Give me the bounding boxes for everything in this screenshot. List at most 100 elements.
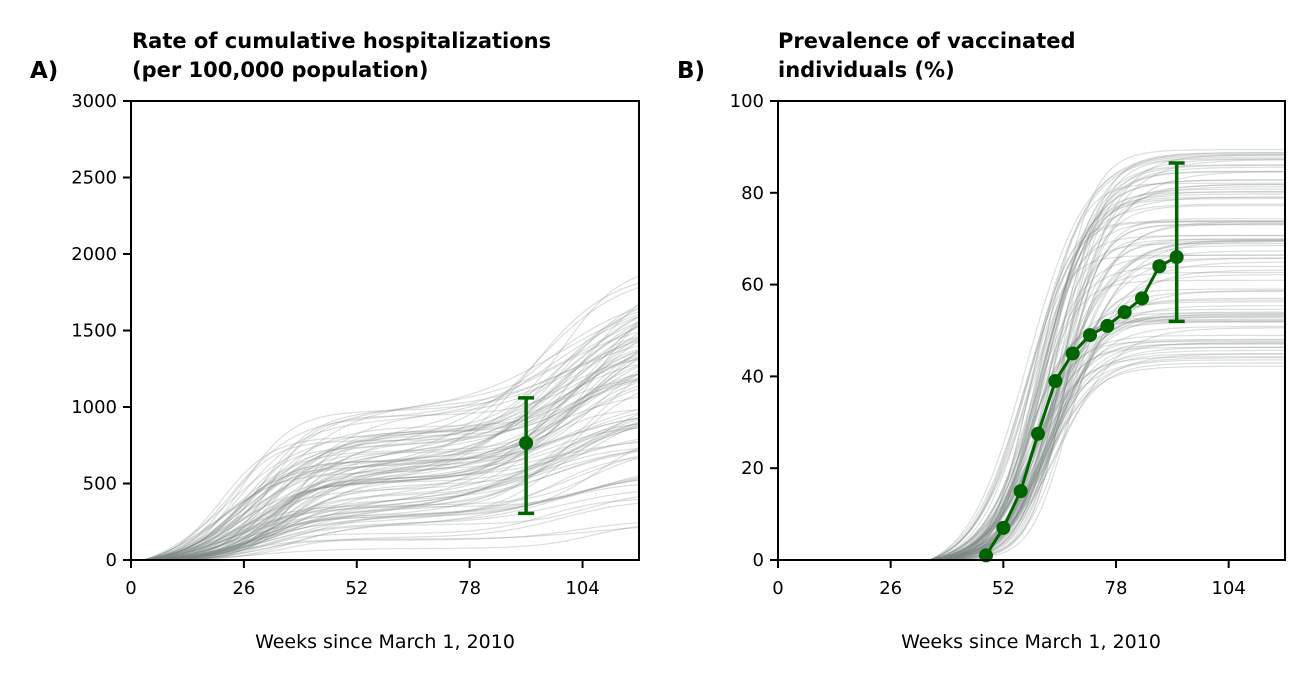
panel-a-title-line-2: (per 100,000 population) bbox=[132, 58, 429, 82]
simulated-trajectory bbox=[143, 412, 640, 561]
simulated-trajectory bbox=[929, 166, 1285, 561]
simulated-trajectory bbox=[929, 245, 1285, 561]
simulated-trajectory bbox=[929, 321, 1285, 561]
simulated-trajectory bbox=[143, 423, 640, 561]
simulated-trajectory bbox=[143, 446, 640, 561]
simulated-trajectory bbox=[143, 356, 640, 561]
panel-a-y-axis: 0 500 1000 1500 2000 2500 3000 bbox=[71, 91, 131, 571]
x-tick-label: 26 bbox=[232, 578, 255, 599]
simulated-trajectory bbox=[143, 353, 640, 561]
simulated-trajectory bbox=[929, 188, 1285, 561]
simulated-trajectory bbox=[143, 282, 640, 561]
panel-b-observed bbox=[979, 161, 1185, 563]
simulated-trajectory bbox=[929, 290, 1285, 561]
panel-a-x-axis-label: Weeks since March 1, 2010 bbox=[255, 631, 515, 653]
simulated-trajectory bbox=[143, 358, 640, 561]
panel-b-y-axis: 0 20 40 60 80 100 bbox=[730, 91, 778, 571]
simulated-trajectory bbox=[143, 376, 640, 561]
simulated-trajectory bbox=[143, 440, 640, 561]
simulated-trajectory bbox=[143, 311, 640, 561]
x-tick-label: 0 bbox=[772, 578, 783, 599]
simulated-trajectory bbox=[929, 179, 1285, 561]
y-tick-label: 80 bbox=[741, 183, 764, 204]
panel-a-label: A) bbox=[30, 58, 58, 84]
simulated-trajectory bbox=[929, 220, 1285, 561]
simulated-trajectory bbox=[929, 220, 1285, 561]
simulated-trajectory bbox=[143, 316, 640, 561]
y-tick-label: 500 bbox=[83, 474, 117, 495]
panel-a-x-axis: 0 26 52 78 104 bbox=[125, 560, 600, 599]
simulated-trajectory bbox=[143, 427, 640, 561]
simulated-trajectory bbox=[143, 450, 640, 561]
y-tick-label: 1000 bbox=[71, 397, 117, 418]
simulated-trajectory bbox=[929, 190, 1285, 561]
simulated-trajectory bbox=[929, 203, 1285, 561]
simulated-trajectory bbox=[143, 479, 640, 561]
simulated-trajectory bbox=[143, 385, 640, 561]
simulated-trajectory bbox=[143, 438, 640, 561]
simulated-trajectory bbox=[929, 240, 1285, 561]
simulated-trajectory bbox=[929, 191, 1285, 561]
simulated-trajectory bbox=[143, 335, 640, 561]
simulated-trajectory bbox=[143, 370, 640, 561]
simulated-trajectory bbox=[929, 154, 1285, 561]
simulated-trajectory bbox=[929, 265, 1285, 561]
y-tick-label: 1500 bbox=[71, 321, 117, 342]
simulated-trajectory bbox=[929, 159, 1285, 561]
simulated-trajectory bbox=[143, 455, 640, 561]
simulated-trajectory bbox=[929, 240, 1285, 561]
simulated-trajectory bbox=[929, 327, 1286, 561]
simulated-trajectory bbox=[929, 279, 1285, 561]
panel-b-title: Prevalence of vaccinated individuals (%) bbox=[778, 29, 1083, 82]
simulated-trajectory bbox=[143, 418, 640, 561]
simulated-trajectory bbox=[143, 345, 640, 561]
simulated-trajectory bbox=[929, 315, 1285, 561]
simulated-trajectory bbox=[143, 326, 640, 561]
y-tick-label: 100 bbox=[730, 91, 764, 112]
simulated-trajectory bbox=[929, 171, 1286, 561]
simulated-trajectory bbox=[143, 313, 640, 561]
simulated-trajectory bbox=[929, 301, 1285, 561]
simulated-trajectory bbox=[929, 254, 1285, 561]
observed-point bbox=[1135, 291, 1149, 306]
simulated-trajectory bbox=[929, 357, 1285, 561]
simulated-trajectory bbox=[929, 223, 1286, 561]
simulated-trajectory bbox=[143, 421, 640, 561]
simulated-trajectory bbox=[929, 196, 1285, 561]
simulated-trajectory bbox=[929, 334, 1285, 561]
simulated-trajectory bbox=[143, 477, 640, 561]
simulated-trajectory bbox=[143, 392, 640, 561]
simulated-trajectory bbox=[929, 153, 1286, 561]
simulated-trajectory bbox=[143, 525, 640, 561]
simulated-trajectory bbox=[143, 379, 640, 561]
simulated-trajectory bbox=[929, 179, 1285, 561]
observed-point bbox=[1031, 426, 1045, 441]
x-tick-label: 0 bbox=[125, 578, 136, 599]
simulated-trajectory bbox=[929, 240, 1285, 561]
simulated-trajectory bbox=[929, 186, 1285, 561]
simulated-trajectory bbox=[143, 496, 640, 561]
simulated-trajectory bbox=[929, 156, 1285, 561]
simulated-trajectory bbox=[143, 323, 640, 561]
y-tick-label: 0 bbox=[753, 550, 764, 571]
simulated-trajectory bbox=[929, 182, 1285, 561]
simulated-trajectory bbox=[143, 339, 640, 561]
x-tick-label: 26 bbox=[879, 578, 902, 599]
observed-point bbox=[1065, 346, 1080, 361]
simulated-trajectory bbox=[143, 357, 640, 561]
simulated-trajectory bbox=[143, 490, 640, 561]
simulated-trajectory bbox=[929, 349, 1285, 561]
simulated-trajectory bbox=[929, 241, 1285, 561]
simulated-trajectory bbox=[143, 441, 640, 561]
observed-point bbox=[1013, 484, 1028, 499]
simulated-trajectory bbox=[929, 149, 1285, 561]
simulated-trajectory bbox=[143, 426, 640, 561]
panel-a-title: Rate of cumulative hospitalizations (per… bbox=[132, 29, 558, 82]
simulated-trajectory bbox=[143, 456, 640, 561]
simulated-trajectory bbox=[929, 356, 1285, 561]
x-tick-label: 78 bbox=[1105, 578, 1128, 599]
simulated-trajectory bbox=[144, 502, 640, 561]
simulated-trajectory bbox=[143, 379, 640, 561]
simulated-trajectory bbox=[143, 337, 640, 561]
